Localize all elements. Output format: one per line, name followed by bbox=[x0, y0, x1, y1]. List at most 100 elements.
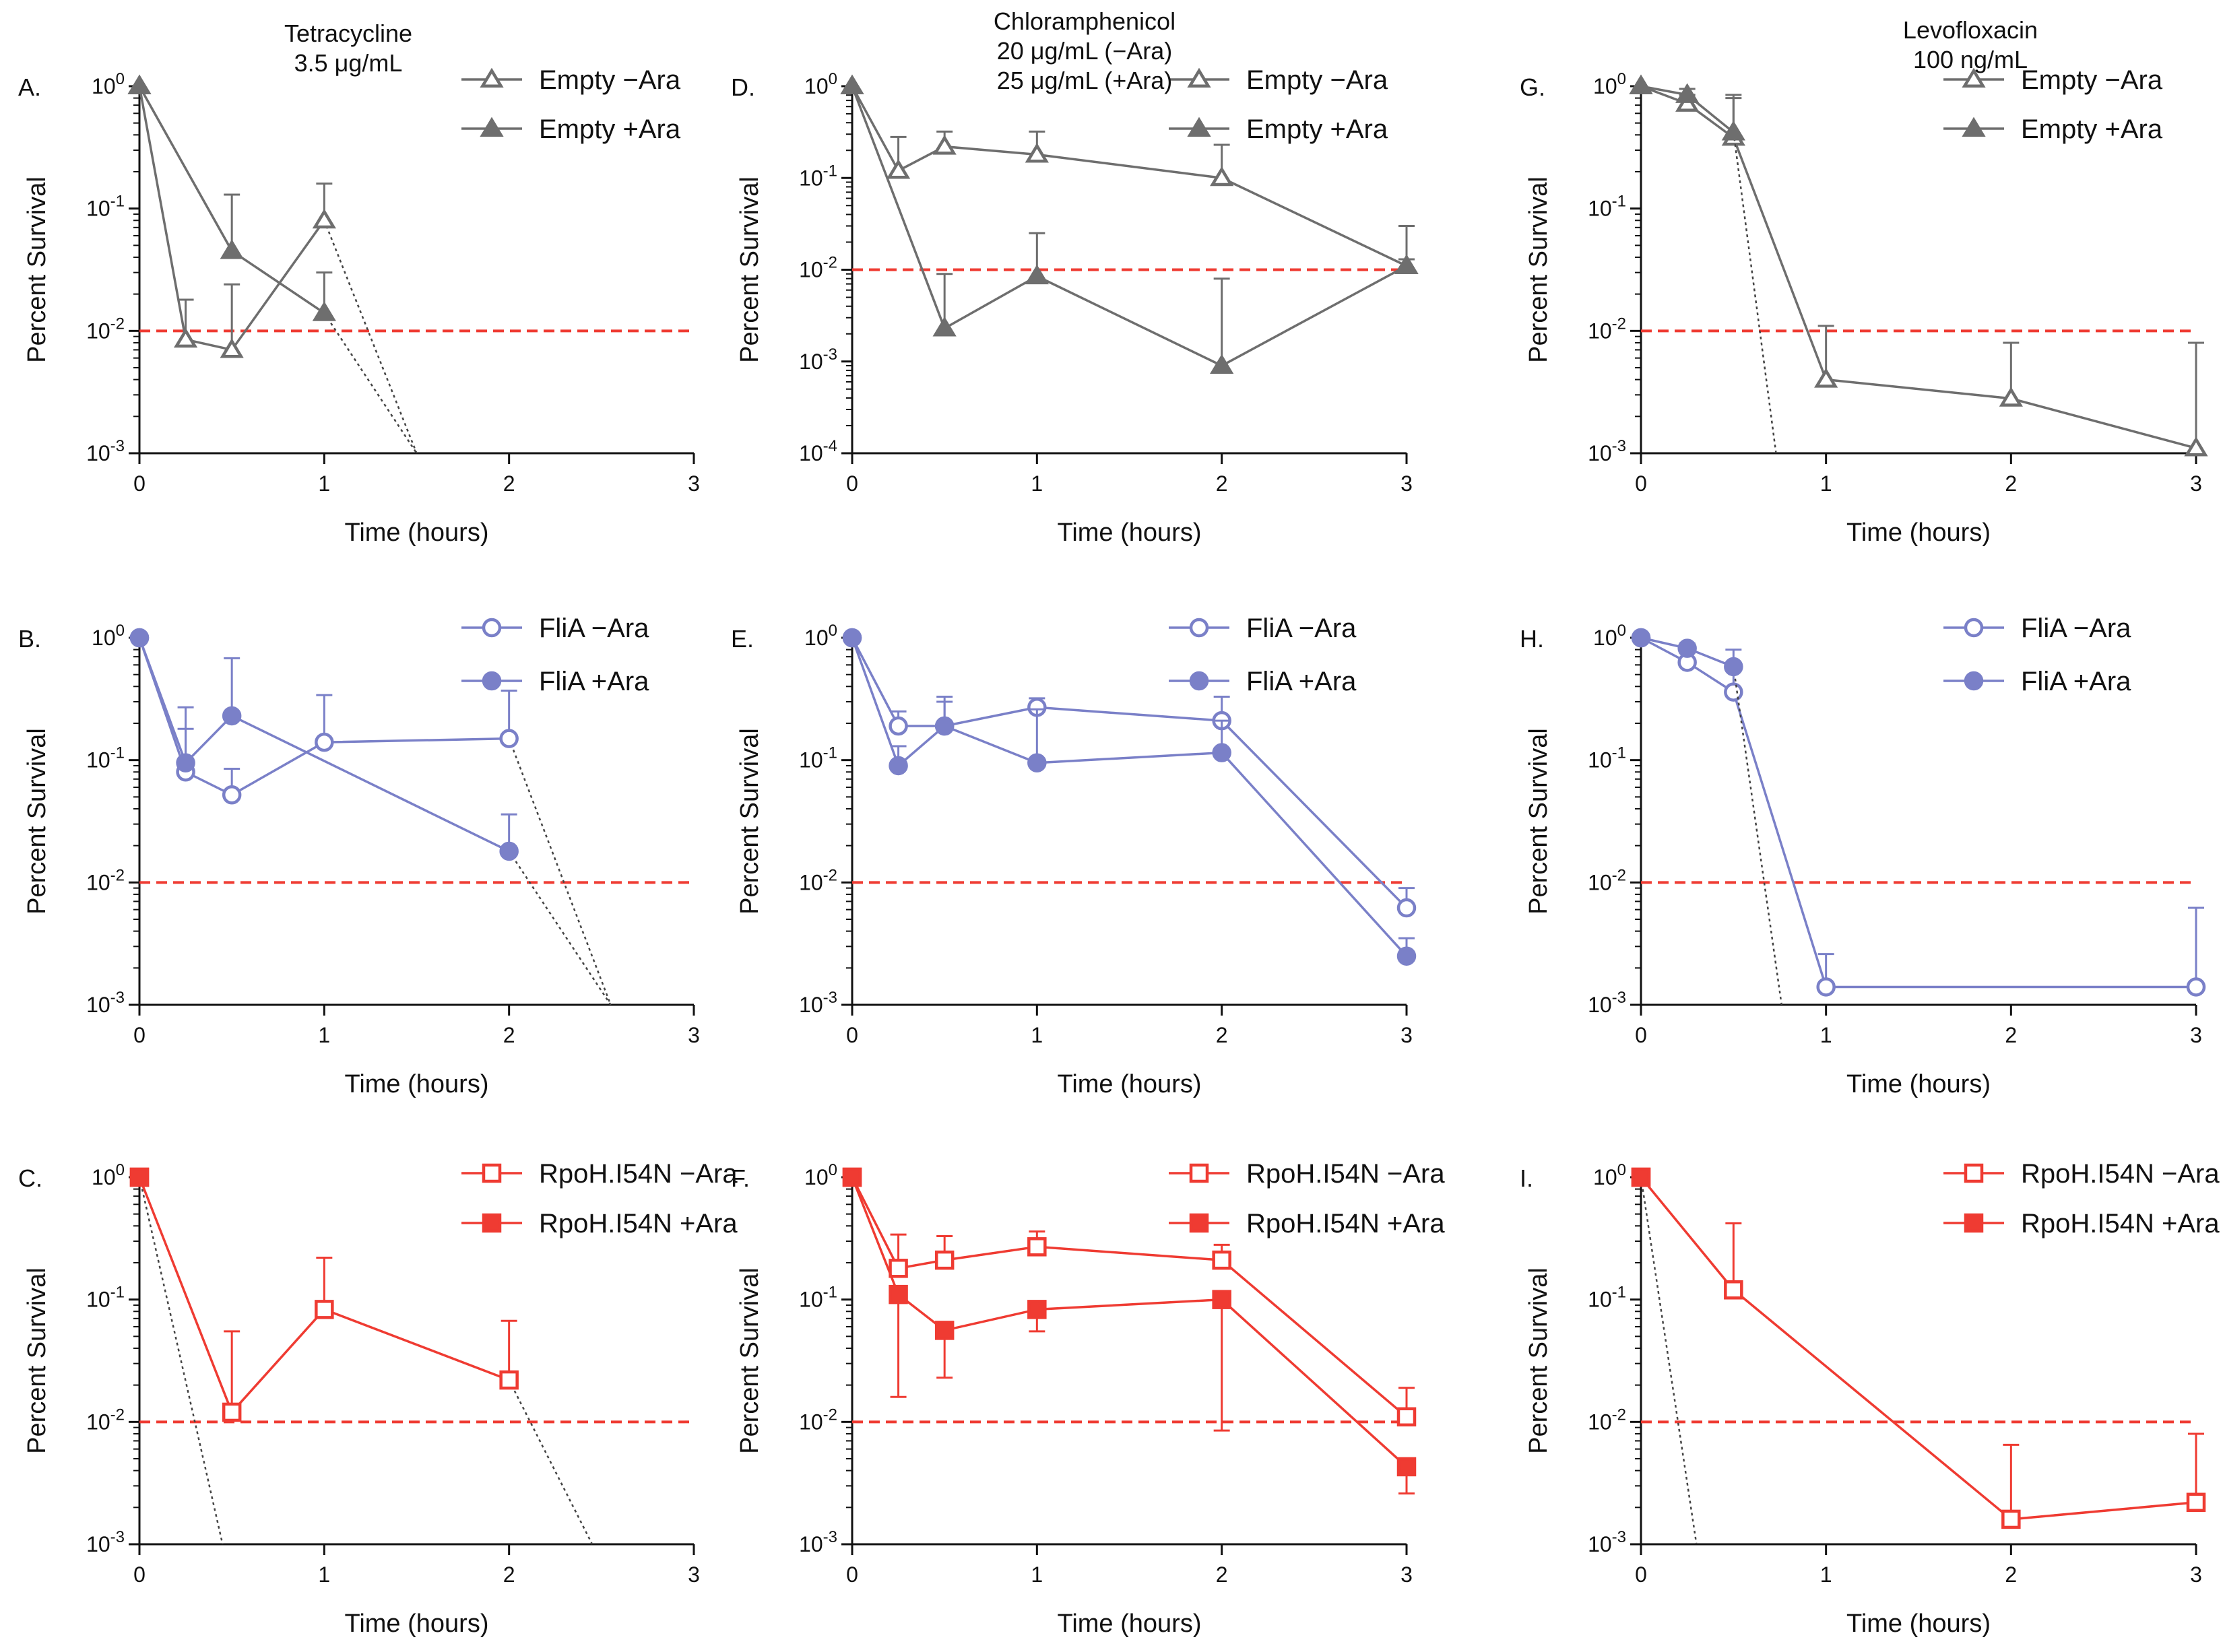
data-point bbox=[934, 1250, 955, 1270]
y-tick-exponent: -3 bbox=[823, 345, 837, 364]
data-point bbox=[499, 729, 519, 748]
series-plus-ara bbox=[840, 74, 1419, 374]
data-point bbox=[1025, 143, 1049, 163]
x-tick-label: 1 bbox=[318, 1562, 330, 1587]
y-tick-label: 100 bbox=[804, 1161, 837, 1189]
y-tick-base: 10 bbox=[92, 74, 116, 98]
panel-letter: A. bbox=[18, 73, 41, 101]
y-tick-base: 10 bbox=[1588, 870, 1612, 894]
x-tick-label: 1 bbox=[1031, 1023, 1043, 1047]
legend-label: Empty −Ara bbox=[1246, 65, 1388, 95]
data-point bbox=[1396, 946, 1417, 966]
x-tick-label: 1 bbox=[1031, 1562, 1043, 1587]
x-tick-label: 1 bbox=[1031, 471, 1043, 496]
series-plus-ara bbox=[842, 628, 1417, 966]
x-tick-label: 3 bbox=[688, 1023, 700, 1047]
legend: FliA −Ara FliA +Ara bbox=[461, 614, 649, 696]
y-tick-label: 10-1 bbox=[86, 744, 125, 772]
y-tick-base: 10 bbox=[804, 626, 829, 650]
y-tick-label: 10-3 bbox=[1588, 1528, 1626, 1556]
y-tick-label: 10-3 bbox=[1588, 989, 1626, 1017]
y-tick-base: 10 bbox=[86, 1532, 110, 1556]
y-tick-base: 10 bbox=[86, 870, 110, 894]
legend-marker bbox=[1964, 1213, 1984, 1233]
series-minus-ara bbox=[129, 1167, 593, 1545]
panel-letter: F. bbox=[731, 1164, 750, 1192]
legend: RpoH.I54N −Ara RpoH.I54N +Ara bbox=[461, 1159, 738, 1238]
data-point bbox=[499, 841, 519, 861]
y-tick-label: 10-3 bbox=[86, 1528, 125, 1556]
y-axis-title: Percent Survival bbox=[23, 176, 51, 363]
y-tick-base: 10 bbox=[799, 258, 823, 282]
y-tick-exponent: 0 bbox=[116, 622, 125, 640]
y-tick-label: 100 bbox=[804, 622, 837, 650]
y-tick-base: 10 bbox=[799, 748, 823, 772]
x-axis-title: Time (hours) bbox=[345, 1610, 489, 1638]
legend-label: Empty −Ara bbox=[539, 65, 681, 95]
series-plus-ara bbox=[842, 1167, 1417, 1495]
column-title-line: 25 μg/mL (+Ara) bbox=[997, 67, 1173, 94]
y-tick-base: 10 bbox=[1588, 197, 1612, 221]
y-tick-exponent: 0 bbox=[829, 622, 837, 640]
extrapolation-line bbox=[1733, 132, 1777, 454]
legend-label: Empty +Ara bbox=[539, 114, 681, 144]
y-tick-base: 10 bbox=[1588, 441, 1612, 465]
x-axis-title: Time (hours) bbox=[1846, 519, 1991, 547]
legend: Empty −Ara Empty +Ara bbox=[1169, 65, 1388, 144]
legend: FliA −Ara FliA +Ara bbox=[1943, 614, 2131, 696]
legend-label: RpoH.I54N −Ara bbox=[2021, 1159, 2220, 1189]
y-tick-base: 10 bbox=[86, 993, 110, 1017]
y-tick-exponent: 0 bbox=[829, 1161, 837, 1179]
y-tick-label: 100 bbox=[92, 70, 125, 98]
panel-letter: I. bbox=[1520, 1164, 1533, 1192]
x-tick-label: 1 bbox=[1820, 1023, 1832, 1047]
x-tick-label: 0 bbox=[846, 471, 858, 496]
y-tick-exponent: -3 bbox=[110, 437, 125, 455]
data-point bbox=[312, 301, 336, 321]
data-point bbox=[1629, 74, 1653, 94]
legend: Empty −Ara Empty +Ara bbox=[1943, 65, 2163, 144]
x-tick-label: 1 bbox=[1820, 471, 1832, 496]
x-axis-title: Time (hours) bbox=[1058, 1070, 1202, 1098]
y-tick-exponent: 0 bbox=[1617, 622, 1626, 640]
series-line bbox=[138, 86, 325, 352]
data-point bbox=[842, 628, 862, 648]
series-plus-ara bbox=[1629, 74, 1777, 454]
data-point bbox=[129, 628, 150, 648]
y-axis-title: Percent Survival bbox=[23, 728, 51, 915]
y-tick-label: 10-2 bbox=[799, 1406, 837, 1434]
extrapolation-line bbox=[1733, 666, 1782, 1005]
data-point bbox=[1027, 1237, 1047, 1257]
data-point bbox=[222, 706, 242, 726]
data-point bbox=[1212, 1290, 1231, 1309]
y-tick-exponent: 0 bbox=[829, 70, 837, 88]
y-tick-exponent: -1 bbox=[110, 193, 125, 211]
x-tick-label: 0 bbox=[1635, 471, 1647, 496]
data-point bbox=[1677, 638, 1697, 658]
data-point bbox=[932, 135, 957, 155]
y-tick-label: 10-3 bbox=[799, 989, 837, 1017]
y-tick-exponent: -2 bbox=[110, 315, 125, 333]
data-point bbox=[2186, 977, 2206, 997]
column-title-1: Chloramphenicol 20 μg/mL (−Ara) 25 μg/mL (… bbox=[994, 7, 1175, 94]
series-plus-ara bbox=[1631, 628, 1782, 1005]
series-plus-ara bbox=[129, 1167, 224, 1545]
column-title-line: Tetracycline bbox=[284, 20, 412, 47]
panel-letter: H. bbox=[1520, 625, 1544, 653]
y-tick-label: 10-2 bbox=[86, 1406, 125, 1434]
x-tick-label: 1 bbox=[1820, 1562, 1832, 1587]
legend-marker bbox=[1964, 1163, 1984, 1183]
legend: FliA −Ara FliA +Ara bbox=[1169, 614, 1357, 696]
legend-marker bbox=[1189, 1213, 1209, 1233]
y-tick-exponent: -3 bbox=[110, 989, 125, 1007]
y-tick-exponent: -3 bbox=[110, 1528, 125, 1546]
data-point bbox=[129, 1167, 150, 1187]
y-tick-base: 10 bbox=[804, 1165, 829, 1189]
column-title-line: 3.5 μg/mL bbox=[294, 49, 403, 77]
